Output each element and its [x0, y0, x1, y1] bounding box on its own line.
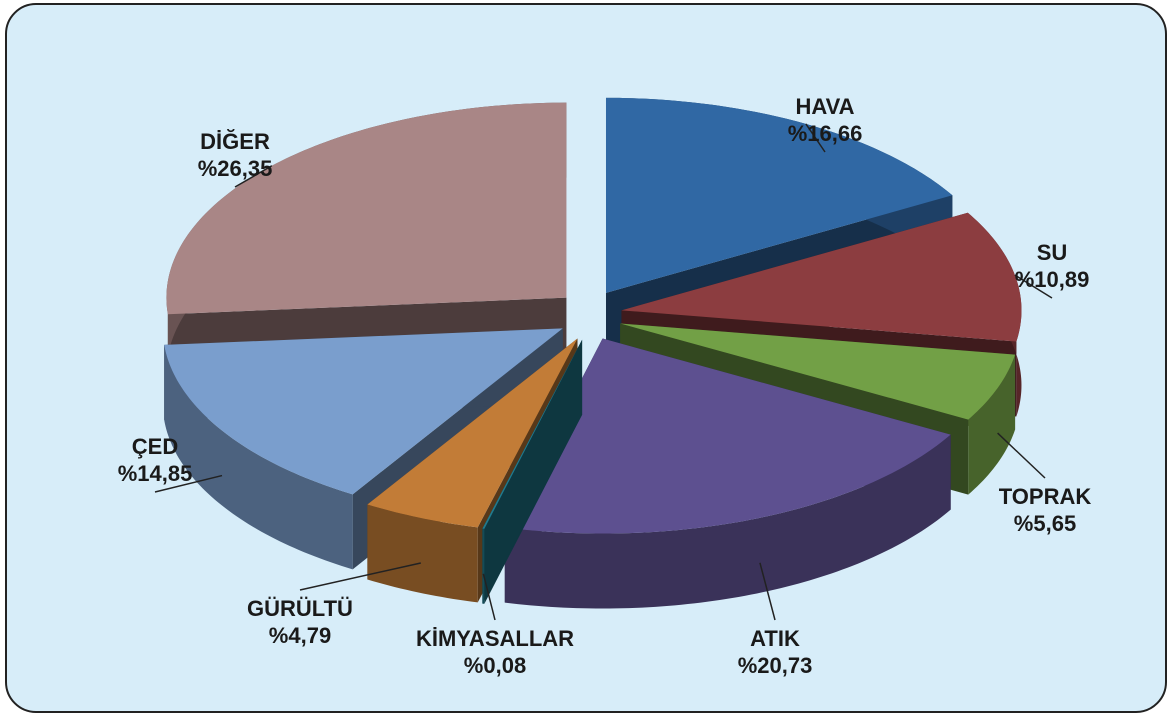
pie-slice — [482, 339, 583, 604]
slice-top — [482, 339, 583, 529]
slice-top — [504, 338, 951, 534]
slice-wall — [482, 528, 485, 604]
slice-label: ATIK — [750, 626, 800, 651]
slice-value-label: %10,89 — [1015, 267, 1090, 292]
slice-label: ÇED — [132, 434, 178, 459]
leader-line — [154, 474, 223, 493]
slice-top — [367, 338, 578, 528]
slice-top — [605, 97, 953, 293]
leader-line — [805, 123, 826, 153]
leader-line — [482, 573, 496, 621]
slice-value-label: %5,65 — [1014, 511, 1076, 536]
slice-wall — [164, 344, 353, 570]
pie-slice — [164, 328, 563, 570]
slice-label: HAVA — [795, 94, 854, 119]
slice-value-label: %16,66 — [788, 121, 863, 146]
slice-wall — [504, 434, 951, 609]
slice-wall — [968, 354, 1016, 495]
slice-top — [620, 323, 1016, 420]
slice-label: KİMYASALLAR — [416, 626, 574, 651]
leader-line — [1014, 274, 1053, 299]
pie-slice — [504, 338, 951, 609]
slice-label: SU — [1037, 240, 1068, 265]
leader-line — [234, 165, 273, 188]
slice-value-label: %20,73 — [738, 653, 813, 678]
slice-label: TOPRAK — [999, 484, 1092, 509]
slice-top — [621, 212, 1022, 342]
slice-label: DİĞER — [200, 129, 270, 154]
slice-wall — [367, 504, 478, 603]
slice-side — [482, 339, 583, 604]
slice-label: GÜRÜLTÜ — [247, 596, 353, 621]
leader-line — [997, 432, 1046, 479]
slice-value-label: %4,79 — [269, 623, 331, 648]
slice-top — [164, 328, 563, 495]
slice-top — [166, 102, 567, 315]
leader-line — [759, 562, 776, 621]
slice-value-label: %0,08 — [464, 653, 526, 678]
slice-value-label: %14,85 — [118, 461, 193, 486]
slice-value-label: %26,35 — [198, 156, 273, 181]
leader-line — [299, 562, 421, 591]
